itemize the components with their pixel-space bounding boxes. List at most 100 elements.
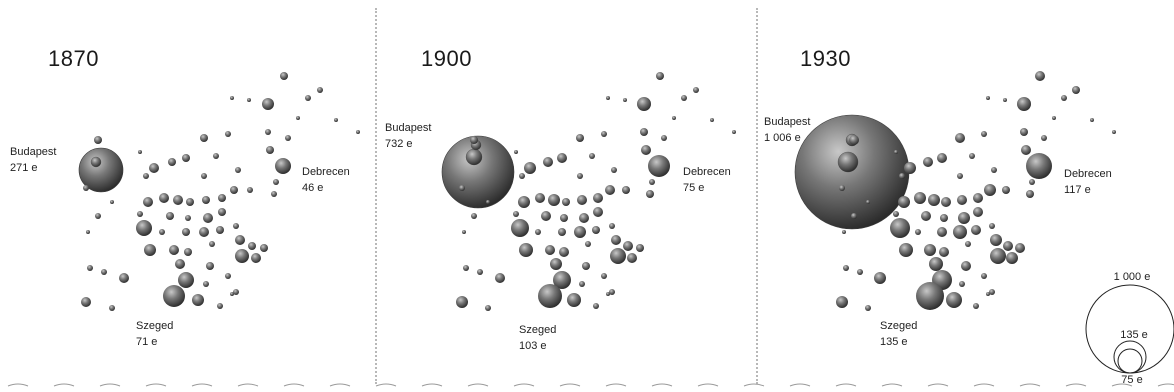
town-bubble — [623, 98, 627, 102]
town-bubble — [969, 153, 975, 159]
border-dash — [99, 383, 121, 387]
budapest-bubble — [78, 147, 124, 193]
town-bubble — [842, 230, 846, 234]
town-bubble — [471, 213, 477, 219]
town-bubble — [986, 292, 990, 296]
town-bubble — [251, 253, 261, 263]
town-bubble — [672, 116, 676, 120]
border-dash — [1157, 383, 1174, 387]
town-bubble — [559, 247, 569, 257]
city-bubbles — [794, 71, 1116, 311]
town-bubble — [94, 136, 102, 144]
town-bubble — [1090, 118, 1094, 122]
town-bubble — [470, 136, 478, 144]
town-bubble — [334, 118, 338, 122]
town-bubble — [937, 153, 947, 163]
town-bubble — [550, 258, 562, 270]
town-bubble — [732, 130, 736, 134]
town-bubble — [605, 185, 615, 195]
town-bubble — [1015, 243, 1025, 253]
town-bubble — [209, 241, 215, 247]
town-bubble — [558, 228, 566, 236]
town-bubble — [535, 193, 545, 203]
size-legend-label: 135 e — [1120, 329, 1148, 341]
town-bubble — [273, 179, 279, 185]
border-dash — [927, 383, 949, 387]
town-bubble — [149, 163, 159, 173]
town-bubble — [235, 249, 249, 263]
town-bubble — [865, 305, 871, 311]
town-bubble — [1002, 186, 1010, 194]
town-bubble — [553, 271, 571, 289]
town-bubble — [462, 230, 466, 234]
border-dash — [53, 383, 75, 387]
town-bubble — [609, 289, 615, 295]
city-value: 117 e — [1064, 184, 1091, 196]
town-bubble — [894, 150, 898, 154]
town-bubble — [230, 186, 238, 194]
town-bubble — [606, 292, 610, 296]
town-bubble — [86, 230, 90, 234]
town-bubble — [623, 241, 633, 251]
city-value: 732 e — [385, 138, 413, 150]
city-bubbles — [441, 72, 736, 311]
town-bubble — [518, 196, 530, 208]
border-dash — [881, 383, 903, 387]
town-bubble — [87, 265, 93, 271]
town-bubble — [511, 219, 529, 237]
town-bubble — [851, 213, 857, 219]
town-bubble — [577, 173, 583, 179]
town-bubble — [611, 235, 621, 245]
town-bubble — [1035, 71, 1045, 81]
border-dash — [7, 383, 29, 387]
town-bubble — [1026, 153, 1052, 179]
town-bubble — [166, 212, 174, 220]
town-bubble — [941, 197, 951, 207]
city-label-budapest: Budapest 732 e — [385, 120, 431, 152]
town-bubble — [168, 158, 176, 166]
border-dash — [375, 383, 397, 387]
town-bubble — [576, 134, 584, 142]
town-bubble — [585, 241, 591, 247]
town-bubble — [266, 146, 274, 154]
town-bubble — [514, 150, 518, 154]
budapest-bubble — [794, 114, 910, 230]
town-bubble — [914, 192, 926, 204]
year-title: 1930 — [800, 46, 851, 71]
town-bubble — [1112, 130, 1116, 134]
town-bubble — [574, 226, 586, 238]
city-label-budapest: Budapest 1 006 e — [764, 114, 810, 146]
town-bubble — [648, 155, 670, 177]
town-bubble — [356, 130, 360, 134]
town-bubble — [973, 193, 983, 203]
town-bubble — [1020, 128, 1028, 136]
city-value: 46 e — [302, 182, 324, 194]
town-bubble — [1026, 190, 1034, 198]
town-bubble — [939, 247, 949, 257]
panel-1900: 1900 Budapest 732 e Debrecen 75 e Szeged… — [377, 0, 768, 392]
town-bubble — [182, 154, 190, 162]
town-bubble — [1003, 241, 1013, 251]
town-bubble — [924, 244, 936, 256]
town-bubble — [182, 228, 190, 236]
border-dash — [835, 383, 857, 387]
town-bubble — [203, 213, 213, 223]
city-name: Debrecen — [302, 166, 350, 178]
town-bubble — [235, 167, 241, 173]
town-bubble — [957, 195, 967, 205]
town-bubble — [940, 214, 948, 222]
town-bubble — [589, 153, 595, 159]
town-bubble — [305, 95, 311, 101]
town-bubble — [143, 173, 149, 179]
town-bubble — [1061, 95, 1067, 101]
town-bubble — [1072, 86, 1080, 94]
city-name: Budapest — [10, 146, 57, 158]
town-bubble — [609, 223, 615, 229]
town-bubble — [656, 72, 664, 80]
town-bubble — [990, 248, 1006, 264]
town-bubble — [192, 294, 204, 306]
town-bubble — [495, 273, 505, 283]
town-bubble — [593, 193, 603, 203]
town-bubble — [636, 244, 644, 252]
town-bubble — [1021, 145, 1031, 155]
